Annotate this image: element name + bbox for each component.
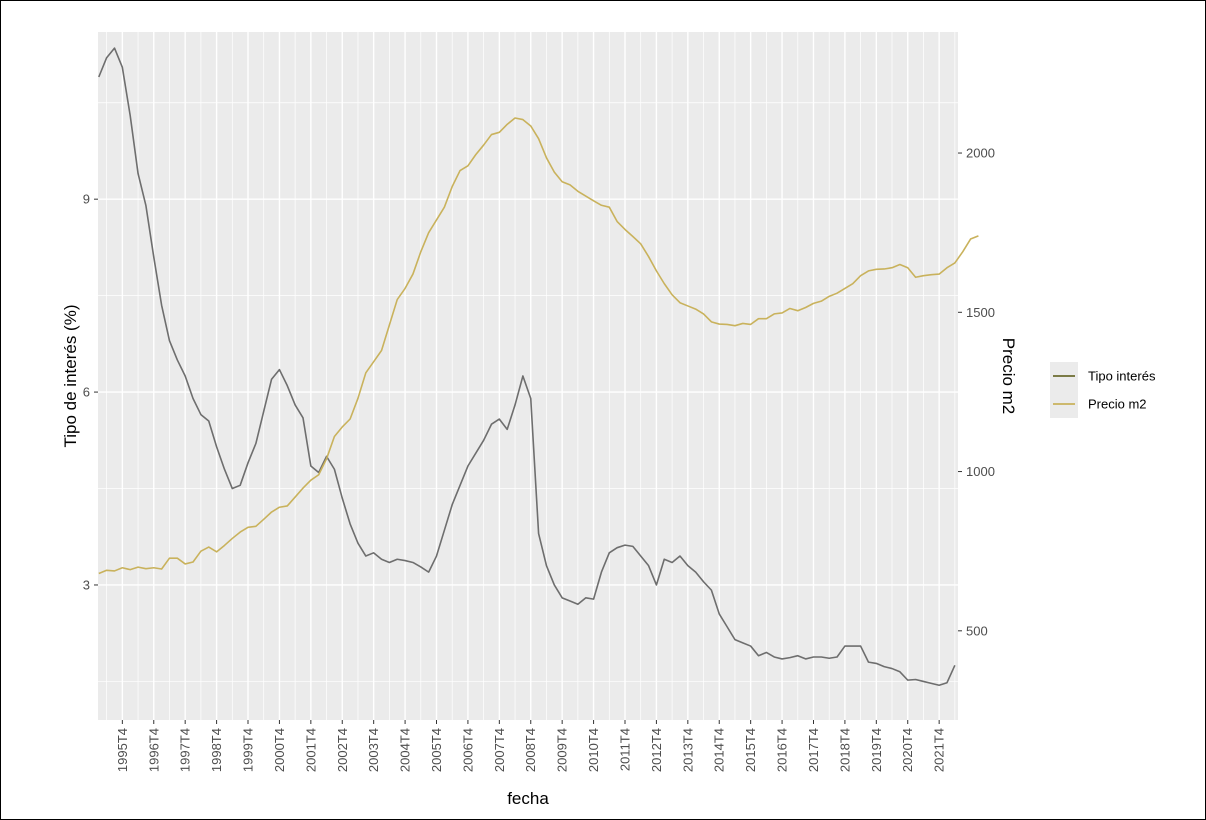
x-tick-label: 1996T4 [146,728,161,772]
x-tick-label: 2001T4 [303,728,318,772]
x-tick-label: 2015T4 [743,728,758,772]
x-tick-label: 1997T4 [178,728,193,772]
x-tick-label: 2018T4 [837,728,852,772]
x-tick-label: 2017T4 [806,728,821,772]
series-line-precio-m2 [98,117,979,575]
right-tick-label: 2000 [966,146,995,161]
x-tick-label: 2006T4 [460,728,475,772]
x-tick-label: 2007T4 [492,728,507,772]
x-axis-title: fecha [507,789,549,808]
x-tick-label: 2005T4 [429,728,444,772]
legend-label-precio-m2: Precio m2 [1088,397,1147,412]
left-axis-title: Tipo de interés (%) [61,305,80,448]
x-tick-label: 1998T4 [209,728,224,772]
x-tick-label: 2004T4 [398,728,413,772]
x-tick-label: 1999T4 [241,728,256,772]
x-tick-label: 2019T4 [869,728,884,772]
x-tick-label: 2020T4 [900,728,915,772]
x-tick-label: 2013T4 [680,728,695,772]
left-tick-label: 9 [83,192,90,207]
legend: Tipo interés Precio m2 [1050,362,1156,418]
right-tick-label: 500 [966,623,988,638]
x-tick-label: 2011T4 [617,728,632,771]
x-tick-label: 2002T4 [335,728,350,772]
x-tick-label: 2014T4 [712,728,727,772]
x-tick-label: 2016T4 [775,728,790,772]
left-tick-label: 3 [83,577,90,592]
plot-panel [98,32,958,720]
left-tick-label: 6 [83,385,90,400]
x-tick-label: 2008T4 [523,728,538,772]
x-tick-label: 2000T4 [272,728,287,772]
x-tick-label: 1995T4 [115,728,130,772]
x-tick-label: 2003T4 [366,728,381,772]
series-line-tipo-interes [98,47,956,687]
right-tick-label: 1500 [966,305,995,320]
x-tick-label: 2009T4 [555,728,570,772]
legend-label-tipo-interes: Tipo interés [1088,369,1156,384]
right-tick-label: 1000 [966,464,995,479]
x-tick-label: 2012T4 [649,728,664,772]
right-axis-title: Precio m2 [999,338,1018,415]
x-tick-label: 2021T4 [932,728,947,772]
x-tick-label: 2010T4 [586,728,601,772]
